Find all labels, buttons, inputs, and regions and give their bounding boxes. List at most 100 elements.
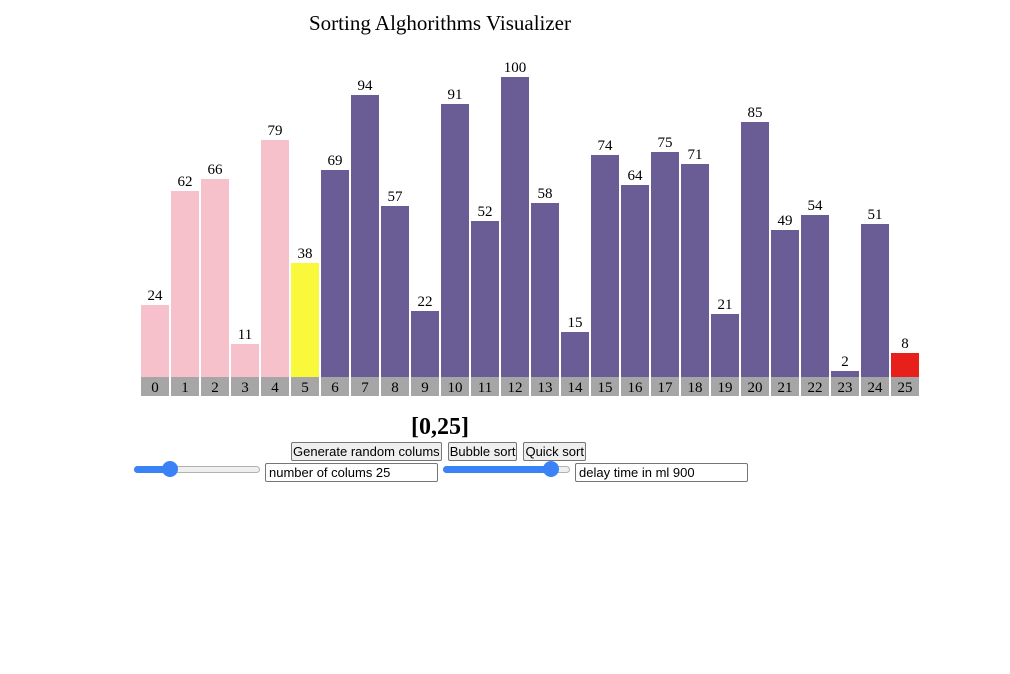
bar-value-label: 91 bbox=[448, 87, 463, 103]
index-cell bbox=[381, 377, 409, 396]
bar-0 bbox=[141, 305, 169, 377]
bar-5 bbox=[291, 263, 319, 377]
index-cell bbox=[591, 377, 619, 396]
bar-15 bbox=[591, 155, 619, 377]
index-label: 25 bbox=[898, 380, 913, 396]
index-label: 14 bbox=[568, 380, 584, 396]
bar-13 bbox=[531, 203, 559, 377]
index-label: 22 bbox=[808, 380, 823, 396]
index-cell bbox=[261, 377, 289, 396]
bar-value-label: 79 bbox=[268, 123, 283, 139]
bar-value-label: 2 bbox=[841, 354, 849, 370]
bar-21 bbox=[771, 230, 799, 377]
columns-count-field[interactable]: number of colums 25 bbox=[265, 463, 438, 482]
index-cell bbox=[681, 377, 709, 396]
index-label: 1 bbox=[181, 380, 189, 396]
index-label: 12 bbox=[508, 380, 523, 396]
bar-value-label: 52 bbox=[478, 204, 493, 220]
bar-value-label: 21 bbox=[718, 297, 733, 313]
index-cell bbox=[201, 377, 229, 396]
columns-slider[interactable] bbox=[134, 461, 260, 477]
bar-25 bbox=[891, 353, 919, 377]
index-cell bbox=[501, 377, 529, 396]
index-label: 11 bbox=[478, 380, 492, 396]
index-cell bbox=[771, 377, 799, 396]
bar-14 bbox=[561, 332, 589, 377]
bar-3 bbox=[231, 344, 259, 377]
index-label: 20 bbox=[748, 380, 763, 396]
bar-16 bbox=[621, 185, 649, 377]
index-label: 17 bbox=[658, 380, 674, 396]
index-label: 0 bbox=[151, 380, 159, 396]
bar-6 bbox=[321, 170, 349, 377]
bar-value-label: 74 bbox=[598, 138, 614, 154]
bar-22 bbox=[801, 215, 829, 377]
bar-value-label: 54 bbox=[808, 198, 824, 214]
bar-10 bbox=[441, 104, 469, 377]
bar-11 bbox=[471, 221, 499, 377]
bar-value-label: 71 bbox=[688, 147, 703, 163]
bar-20 bbox=[741, 122, 769, 377]
index-label: 16 bbox=[628, 380, 644, 396]
index-cell bbox=[621, 377, 649, 396]
bar-9 bbox=[411, 311, 439, 377]
bar-8 bbox=[381, 206, 409, 377]
bar-24 bbox=[861, 224, 889, 377]
index-cell bbox=[351, 377, 379, 396]
bar-value-label: 38 bbox=[298, 246, 313, 262]
bar-value-label: 57 bbox=[388, 189, 404, 205]
index-label: 7 bbox=[361, 380, 369, 396]
bar-value-label: 62 bbox=[178, 174, 193, 190]
delay-slider-thumb[interactable] bbox=[542, 461, 559, 477]
bar-23 bbox=[831, 371, 859, 377]
index-cell bbox=[411, 377, 439, 396]
index-label: 9 bbox=[421, 380, 429, 396]
delay-slider[interactable] bbox=[443, 461, 570, 477]
bar-value-label: 75 bbox=[658, 135, 673, 151]
bar-4 bbox=[261, 140, 289, 377]
generate-random-columns-button[interactable]: Generate random colums bbox=[291, 442, 442, 461]
bar-value-label: 8 bbox=[901, 336, 909, 352]
index-label: 4 bbox=[271, 380, 279, 396]
index-cell bbox=[831, 377, 859, 396]
bar-17 bbox=[651, 152, 679, 377]
index-label: 21 bbox=[778, 380, 793, 396]
bubble-sort-button[interactable]: Bubble sort bbox=[447, 442, 518, 461]
bar-18 bbox=[681, 164, 709, 377]
index-cell bbox=[291, 377, 319, 396]
bar-1 bbox=[171, 191, 199, 377]
bar-7 bbox=[351, 95, 379, 377]
bar-value-label: 49 bbox=[778, 213, 793, 229]
index-label: 23 bbox=[838, 380, 853, 396]
control-buttons: Generate random colums Bubble sort Quick… bbox=[291, 442, 586, 461]
index-label: 3 bbox=[241, 380, 249, 396]
quick-sort-button[interactable]: Quick sort bbox=[523, 442, 586, 461]
index-label: 8 bbox=[391, 380, 399, 396]
index-cell bbox=[651, 377, 679, 396]
index-label: 2 bbox=[211, 380, 219, 396]
columns-slider-thumb[interactable] bbox=[161, 461, 178, 477]
bar-value-label: 66 bbox=[208, 162, 224, 178]
bar-value-label: 85 bbox=[748, 105, 763, 121]
index-label: 15 bbox=[598, 380, 613, 396]
index-cell bbox=[891, 377, 919, 396]
delay-slider-fill bbox=[443, 466, 551, 473]
bar-value-label: 64 bbox=[628, 168, 644, 184]
bar-chart: 2406216621137943856969475782299110521110… bbox=[141, 60, 919, 396]
index-cell bbox=[321, 377, 349, 396]
bar-value-label: 11 bbox=[238, 327, 252, 343]
index-cell bbox=[531, 377, 559, 396]
bar-value-label: 22 bbox=[418, 294, 433, 310]
bar-value-label: 100 bbox=[504, 60, 527, 76]
index-cell bbox=[171, 377, 199, 396]
columns-slider-fill bbox=[134, 466, 170, 473]
page-title: Sorting Alghorithms Visualizer bbox=[308, 11, 571, 35]
bar-12 bbox=[501, 77, 529, 377]
index-cell bbox=[471, 377, 499, 396]
index-cell bbox=[861, 377, 889, 396]
bar-19 bbox=[711, 314, 739, 377]
index-label: 13 bbox=[538, 380, 553, 396]
delay-time-field[interactable]: delay time in ml 900 bbox=[575, 463, 748, 482]
bar-value-label: 94 bbox=[358, 78, 374, 94]
